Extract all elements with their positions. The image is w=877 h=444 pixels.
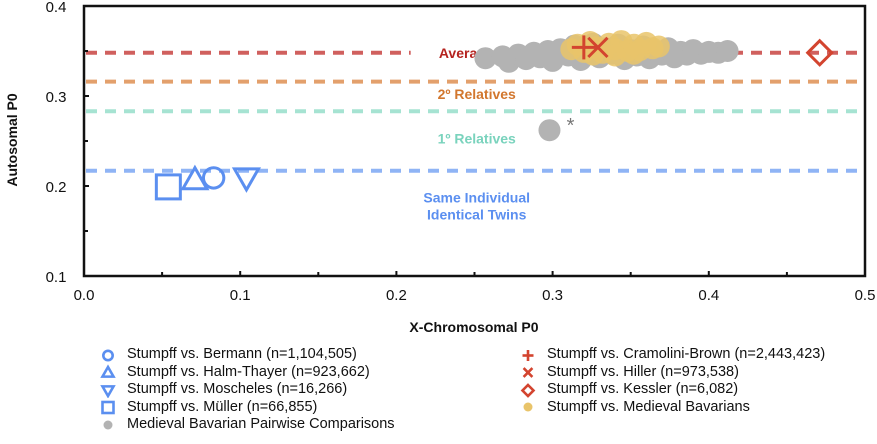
legend-symbol (520, 382, 536, 398)
legend-item: Stumpff vs. Moscheles (n=16,266) (100, 381, 395, 399)
legend-right: Stumpff vs. Cramolini-Brown (n=2,443,423… (520, 346, 825, 416)
legend-symbol-b (522, 367, 534, 379)
y-tick-label-2: 0.3 (46, 89, 67, 106)
data-point-8-16 (622, 42, 645, 65)
annotations: * (567, 115, 575, 137)
legend-symbol (522, 367, 534, 379)
data-point-8-15 (604, 44, 627, 67)
marker-x-6 (587, 36, 609, 59)
legend-marker-circle-icon (102, 349, 114, 362)
marker-plus-5 (571, 35, 596, 60)
marker-square-3 (154, 173, 182, 201)
data-point-4-0 (474, 47, 497, 70)
x-tick-label-5: 0.5 (855, 287, 876, 304)
y-axis-title: Autosomal P0 (4, 93, 20, 187)
legend-item: Stumpff vs. Kessler (n=6,082) (520, 381, 825, 399)
legend-label: Stumpff vs. Hiller (n=973,538) (547, 363, 739, 380)
reference-label-line2-3: Identical Twins (427, 207, 527, 223)
reference-label-2: 1º Relatives (438, 130, 516, 146)
legend-symbol (100, 364, 116, 379)
legend-item: Stumpff vs. Hiller (n=973,538) (520, 364, 825, 382)
legend-label: Stumpff vs. Bermann (n=1,104,505) (127, 346, 357, 362)
reference-label-1: 2º Relatives (438, 86, 516, 102)
legend-marker-plus-icon (522, 349, 534, 361)
legend-dot (103, 420, 113, 430)
legend-marker (100, 417, 116, 433)
data-point-8-14 (647, 35, 670, 58)
legend-item: Medieval Bavarian Pairwise Comparisons (100, 416, 395, 434)
legend-label: Medieval Bavarian Pairwise Comparisons (127, 416, 395, 432)
x-tick-label-4: 0.4 (698, 287, 719, 304)
legend-item: Stumpff vs. Müller (n=66,855) (100, 399, 395, 417)
reference-label-3: Same Individual (423, 190, 530, 206)
legend-label: Stumpff vs. Müller (n=66,855) (127, 398, 318, 415)
legend-label: Stumpff vs. Halm-Thayer (n=923,662) (127, 363, 370, 380)
legend-item: Stumpff vs. Halm-Thayer (n=923,662) (100, 364, 395, 382)
legend-marker (100, 382, 116, 398)
legend-marker (100, 364, 116, 380)
legend-symbol (522, 349, 534, 361)
legend-marker-triangle-down-icon (100, 384, 116, 398)
legend-symbol (100, 384, 116, 398)
legend-marker (100, 399, 116, 415)
legend-label: Stumpff vs. Moscheles (n=16,266) (127, 381, 348, 397)
x-tick-label-3: 0.3 (542, 287, 563, 304)
legend-left: Stumpff vs. Bermann (n=1,104,505) Stumpff… (100, 346, 395, 434)
legend-marker (520, 347, 536, 363)
legend-marker-dot-icon (103, 420, 113, 430)
x-tick-label-0: 0.0 (74, 287, 95, 304)
legend-marker (520, 399, 536, 415)
legend-marker (520, 382, 536, 398)
y-tick-label-1: 0.2 (46, 179, 67, 196)
legend-item: Stumpff vs. Bermann (n=1,104,505) (100, 346, 395, 364)
marker-triangle-down-2 (231, 167, 262, 193)
legend-marker-diamond-icon (520, 382, 536, 398)
data-point-4-34 (716, 40, 739, 62)
x-axis-title: X-Chromosomal P0 (409, 319, 538, 335)
legend-item: Stumpff vs. Medieval Bavarians (520, 399, 825, 417)
legend-item: Stumpff vs. Cramolini-Brown (n=2,443,423… (520, 346, 825, 364)
legend-symbol (102, 349, 114, 362)
markers (154, 35, 834, 201)
y-tick-label-0: 0.1 (46, 269, 67, 286)
annotation-asterisk: * (567, 115, 575, 137)
legend-label: Stumpff vs. Medieval Bavarians (547, 398, 750, 415)
marker-circle-0 (201, 166, 226, 190)
data-point-4-35 (538, 119, 561, 142)
legend-label: Stumpff vs. Kessler (n=6,082) (547, 381, 739, 397)
legend-marker (520, 364, 536, 380)
legend-label: Stumpff vs. Cramolini-Brown (n=2,443,423… (547, 346, 826, 362)
y-tick-label-3: 0.4 (46, 0, 67, 16)
legend-marker-triangle-up-icon (100, 364, 116, 379)
legend-marker-dot-icon (523, 402, 533, 412)
marker-diamond-7 (805, 38, 834, 67)
marker-triangle-up-1 (180, 164, 210, 191)
x-tick-label-2: 0.2 (386, 287, 407, 304)
legend-dot (523, 402, 533, 412)
legend-marker (100, 347, 116, 363)
legend-symbol (101, 400, 115, 415)
marker-x-6-b (587, 36, 609, 59)
legend-marker-square-icon (101, 400, 115, 415)
legend-marker-x-icon (522, 367, 534, 379)
x-tick-label-1: 0.1 (230, 287, 251, 304)
axes: 0.0 0.1 0.2 0.3 0.4 0.5 0.1 0.2 0.3 0.4 (46, 0, 876, 304)
